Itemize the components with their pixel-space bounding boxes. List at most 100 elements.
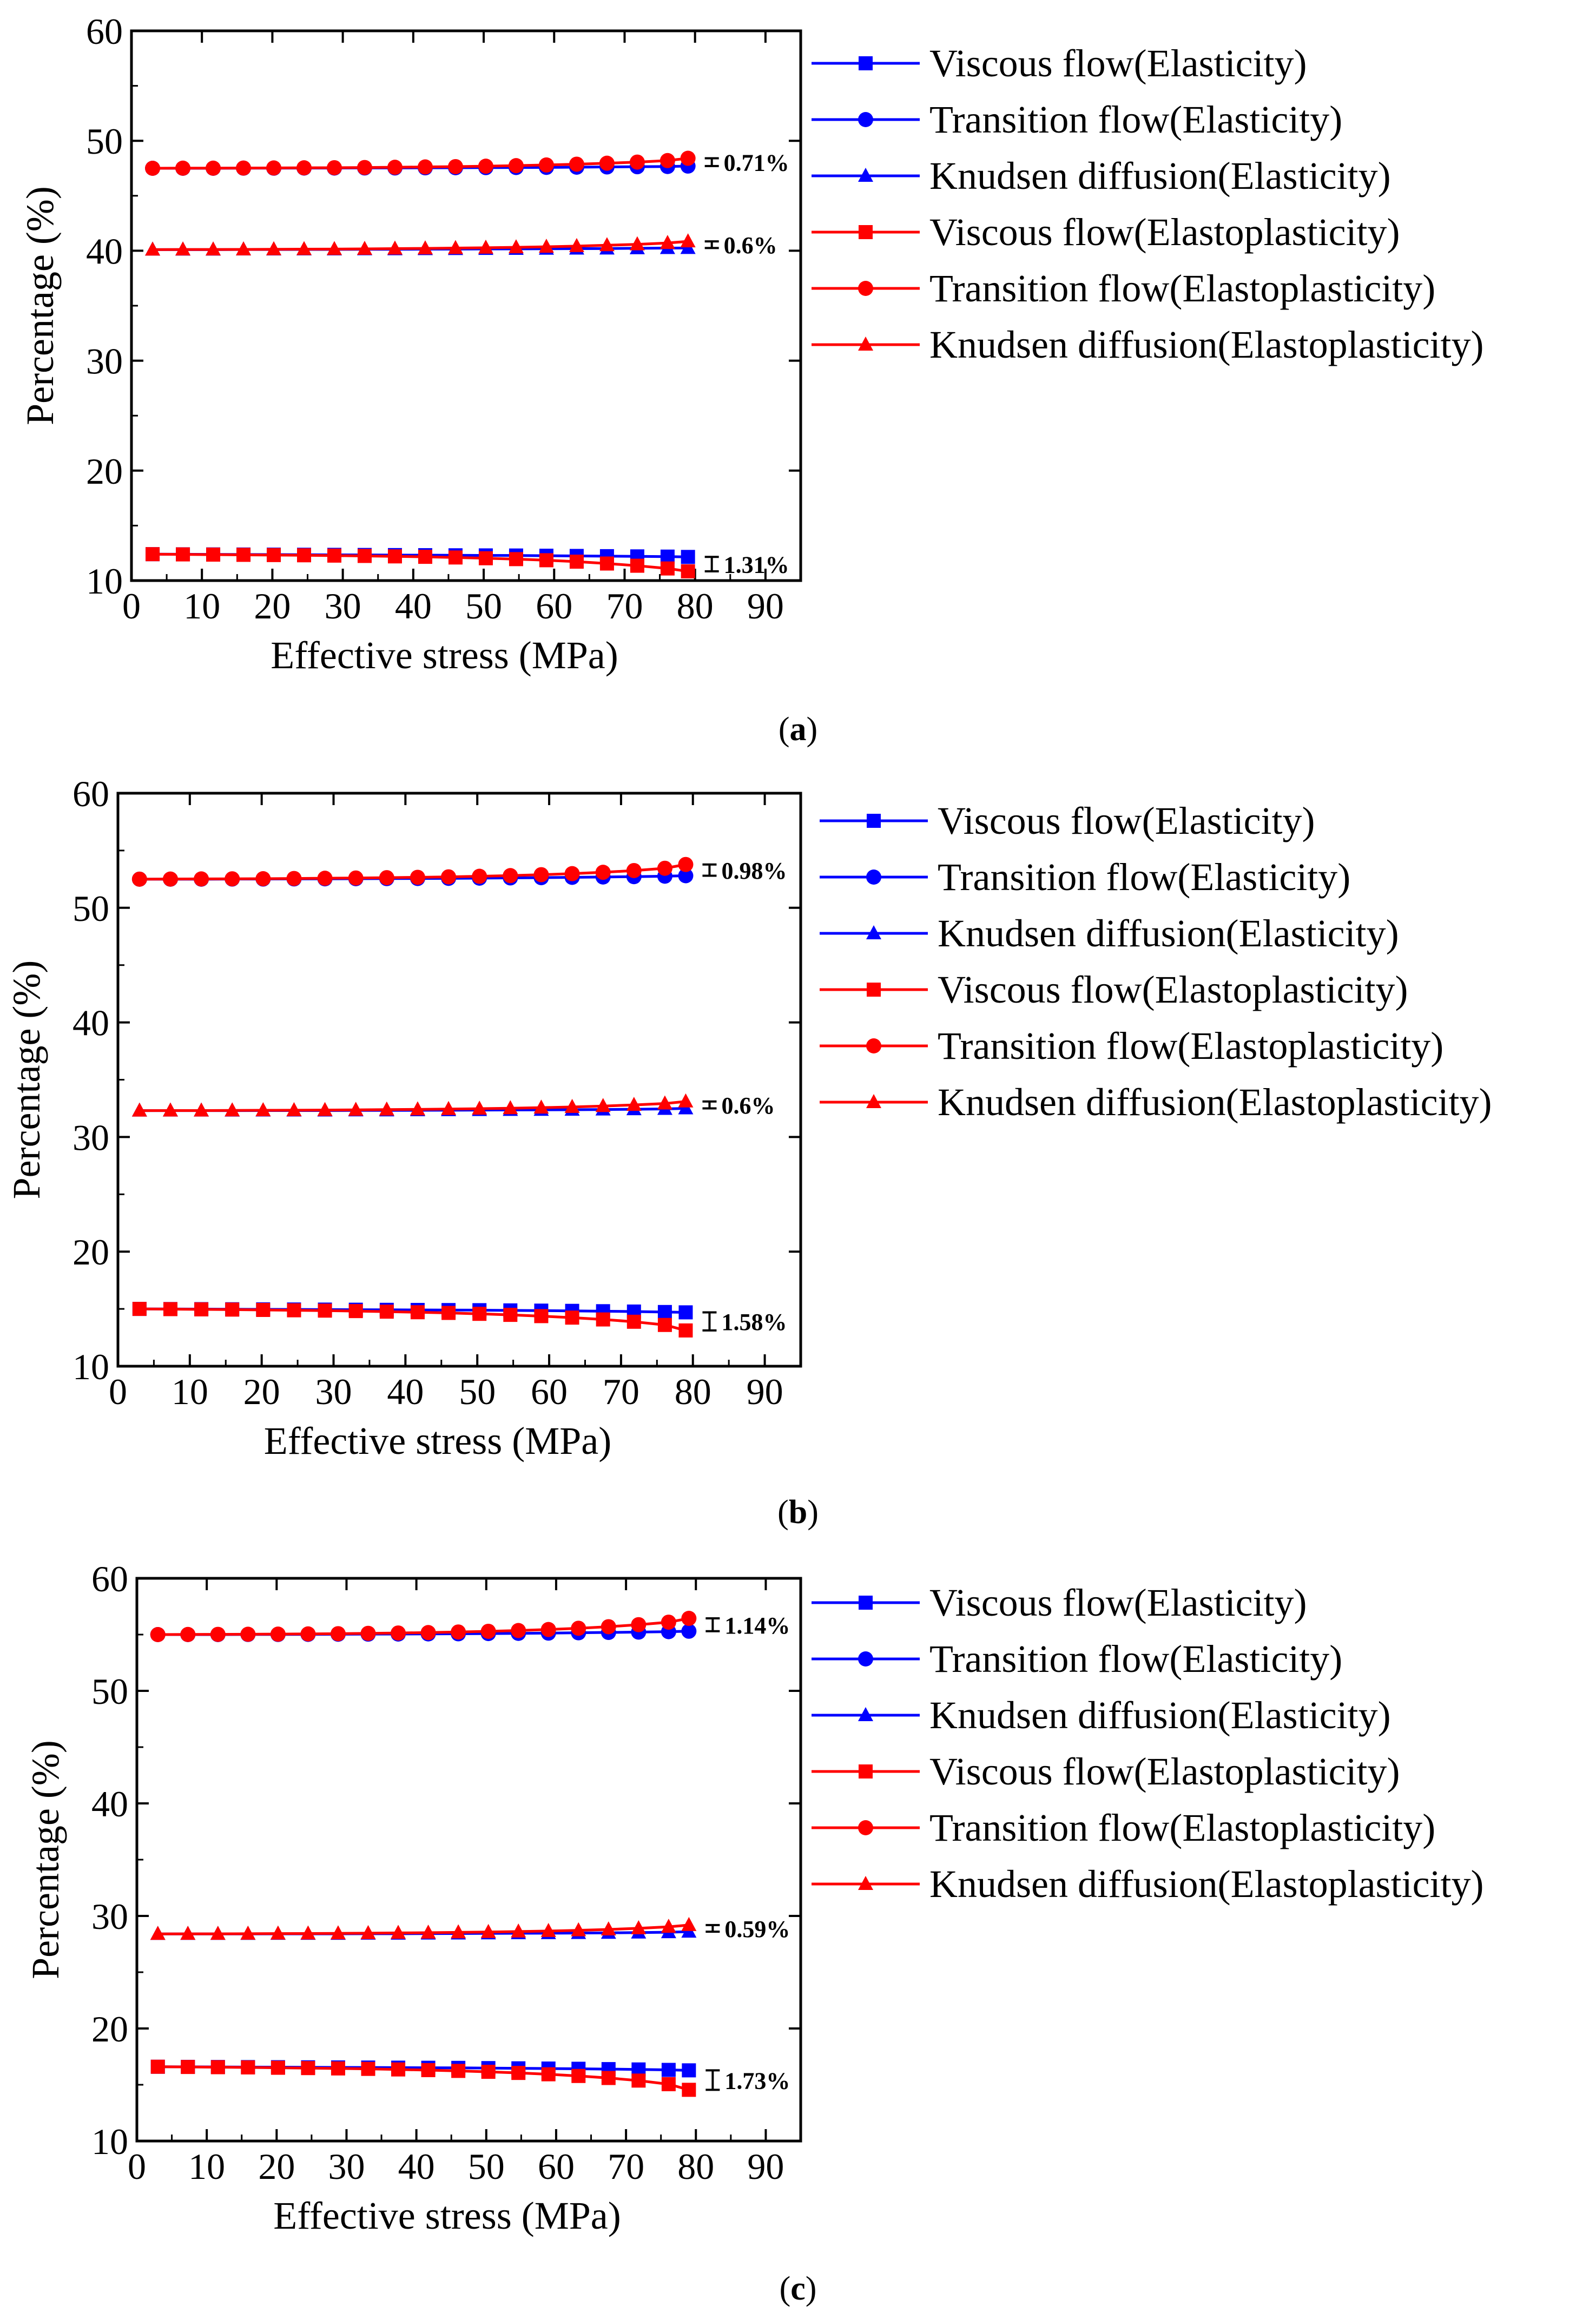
data-point-square: [256, 1303, 271, 1318]
data-point-circle: [626, 862, 642, 878]
data-point-circle: [678, 857, 694, 872]
y-axis-title: Percentage (%): [5, 960, 48, 1200]
chart-panel-c: 0 10 20 30 40 50 60 70 80 90102030405060Effective…: [24, 1558, 1484, 2307]
legend-label: Knudsen diffusion(Elastoplasticity): [938, 1081, 1492, 1124]
data-point-circle: [296, 160, 312, 176]
data-point-square: [678, 1305, 693, 1320]
y-tick-label: 50: [86, 121, 123, 162]
data-point-circle: [357, 160, 372, 175]
data-point-square: [181, 2060, 195, 2074]
data-point-circle: [511, 1623, 526, 1638]
data-point-circle: [595, 865, 611, 880]
data-point-circle: [508, 158, 524, 174]
legend-marker-square: [859, 225, 873, 239]
y-tick-label: 10: [91, 2121, 128, 2162]
data-point-square: [357, 549, 372, 563]
data-point-square: [511, 2066, 526, 2080]
legend-marker-circle: [858, 112, 873, 127]
legend-label: Knudsen diffusion(Elastoplasticity): [929, 1862, 1484, 1906]
data-point-triangle: [478, 239, 493, 254]
data-point-triangle: [240, 1925, 256, 1940]
data-point-triangle: [180, 1926, 196, 1940]
y-tick-label: 20: [86, 451, 123, 492]
data-point-triangle: [162, 1102, 178, 1117]
data-point-circle: [255, 871, 271, 887]
x-tick-label: 90: [747, 585, 784, 627]
data-point-triangle: [266, 241, 282, 255]
data-point-circle: [317, 871, 333, 886]
data-point-square: [451, 2064, 466, 2078]
x-tick-label: 0: [109, 1371, 127, 1412]
data-point-square: [225, 1302, 240, 1317]
data-point-square: [657, 1305, 672, 1319]
data-point-square: [241, 2060, 255, 2074]
data-point-circle: [236, 160, 252, 176]
data-point-triangle: [629, 236, 645, 251]
data-point-triangle: [503, 1100, 518, 1115]
data-point-triangle: [255, 1102, 271, 1117]
data-point-circle: [410, 870, 425, 885]
data-point-square: [418, 550, 432, 564]
legend-marker-triangle: [866, 1094, 881, 1108]
x-axis-title: Effective stress (MPa): [273, 2194, 621, 2237]
x-tick-label: 60: [538, 2146, 575, 2187]
data-point-triangle: [417, 240, 433, 255]
legend-label: Transition flow(Elasticity): [938, 855, 1350, 899]
data-point-square: [472, 1307, 487, 1321]
data-point-triangle: [330, 1925, 346, 1940]
data-point-square: [631, 2073, 646, 2088]
data-point-square: [327, 548, 342, 563]
difference-label: 1.73%: [724, 2067, 790, 2094]
data-point-triangle: [678, 1093, 694, 1108]
legend-marker-circle: [858, 1651, 873, 1667]
data-point-triangle: [420, 1924, 436, 1939]
data-point-circle: [678, 868, 694, 884]
data-point-square: [331, 2061, 345, 2076]
data-point-circle: [150, 1627, 166, 1642]
data-point-triangle: [472, 1101, 487, 1115]
data-point-triangle: [564, 1098, 580, 1113]
difference-label: 0.71%: [724, 150, 789, 176]
data-point-circle: [480, 1623, 496, 1639]
legend-marker-triangle: [858, 1707, 873, 1721]
legend-marker-triangle: [858, 1876, 873, 1890]
data-point-square: [682, 2063, 696, 2078]
legend-marker-square: [867, 814, 881, 828]
data-point-triangle: [680, 233, 696, 248]
y-tick-label: 40: [91, 1783, 128, 1824]
data-point-square: [361, 2061, 375, 2076]
data-point-square: [132, 1302, 147, 1316]
data-point-circle: [564, 866, 580, 881]
data-point-circle: [441, 869, 457, 885]
data-point-triangle: [681, 1916, 697, 1931]
data-point-circle: [657, 860, 672, 876]
data-point-circle: [131, 871, 147, 887]
data-point-triangle: [210, 1926, 226, 1940]
data-point-circle: [601, 1619, 616, 1635]
data-point-circle: [360, 1625, 376, 1641]
data-point-triangle: [631, 1920, 647, 1934]
x-tick-label: 30: [315, 1371, 352, 1412]
data-point-square: [210, 2060, 225, 2074]
data-point-square: [601, 2071, 616, 2085]
x-tick-label: 70: [603, 1371, 639, 1412]
data-point-circle: [180, 1626, 196, 1642]
data-point-circle: [571, 1621, 586, 1636]
x-axis-title: Effective stress (MPa): [271, 634, 618, 677]
x-tick-label: 70: [608, 2146, 644, 2187]
x-tick-label: 90: [747, 2146, 784, 2187]
legend-marker-square: [859, 56, 873, 70]
data-point-square: [387, 549, 402, 564]
x-tick-label: 50: [468, 2146, 505, 2187]
x-axis-title: Effective stress (MPa): [264, 1419, 611, 1463]
data-point-triangle: [348, 1102, 364, 1116]
legend-marker-square: [867, 983, 881, 997]
data-point-circle: [387, 160, 403, 175]
x-tick-label: 30: [325, 585, 361, 627]
data-point-square: [176, 547, 190, 562]
data-point-square: [297, 548, 312, 563]
data-point-square: [565, 1310, 579, 1325]
data-point-circle: [478, 159, 493, 174]
data-point-triangle: [599, 237, 615, 252]
